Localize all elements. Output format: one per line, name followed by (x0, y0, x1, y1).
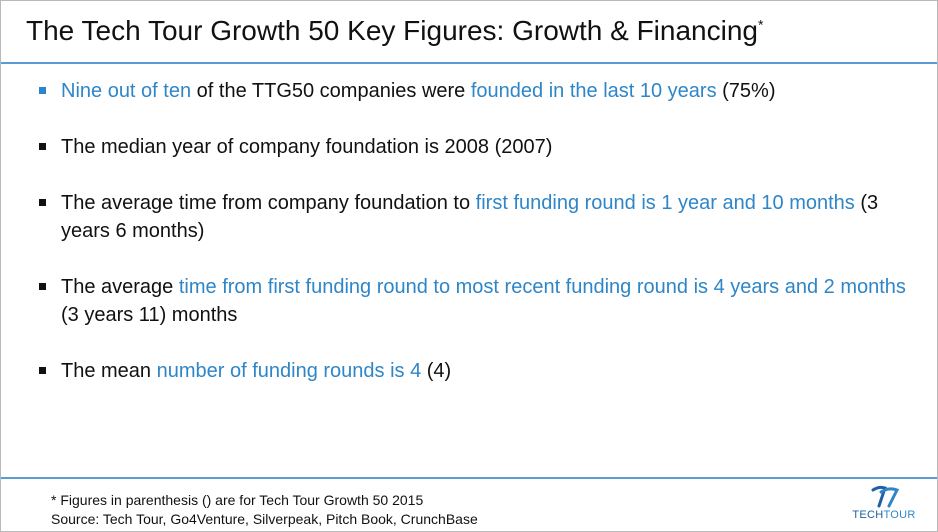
plain-text: The average (61, 276, 179, 298)
logo-word-tour: TOUR (883, 509, 916, 521)
logo-word-tech: TECH (852, 509, 884, 521)
bullet-text: The mean number of funding rounds is 4 (… (61, 357, 911, 385)
title-bar: The Tech Tour Growth 50 Key Figures: Gro… (1, 1, 937, 61)
bullet-text: The average time from first funding roun… (61, 273, 911, 329)
slide-title-text: The Tech Tour Growth 50 Key Figures: Gro… (26, 15, 758, 46)
tech-tour-logo: TECHTOUR (844, 484, 924, 524)
plain-text: The mean (61, 360, 157, 382)
bullet-marker-icon (39, 87, 46, 94)
bullet-text: The median year of company foundation is… (61, 133, 911, 161)
plain-text: (3 years 6 months) (61, 192, 879, 242)
bullet-marker-icon (39, 199, 46, 206)
title-asterisk: * (757, 16, 764, 33)
highlight-text: founded in the last 10 years (470, 80, 717, 102)
plain-text: (4) (421, 360, 452, 382)
logo-wordmark: TECHTOUR (844, 509, 924, 521)
bullet-marker-icon (39, 143, 46, 150)
plain-text: The median year of company foundation is… (61, 136, 553, 158)
title-divider (1, 62, 937, 64)
highlight-text: number of funding rounds is 4 (156, 360, 422, 382)
footer-divider (1, 477, 937, 479)
bullet-marker-icon (39, 367, 46, 374)
bullet-text: Nine out of ten of the TTG50 companies w… (61, 77, 911, 105)
bullet-text: The average time from company foundation… (61, 189, 911, 245)
plain-text: (75%) (716, 80, 776, 102)
plain-text: of the TTG50 companies were (191, 80, 471, 102)
tech-tour-tt-logo-icon (871, 485, 900, 508)
slide-title: The Tech Tour Growth 50 Key Figures: Gro… (26, 15, 763, 47)
footnote: * Figures in parenthesis () are for Tech… (51, 491, 478, 529)
highlight-text: first funding round is 1 year and 10 mon… (475, 192, 855, 214)
bullet-marker-icon (39, 283, 46, 290)
plain-text: (3 years 11) months (61, 304, 238, 326)
plain-text: The average time from company foundation… (61, 192, 476, 214)
source-line: Source: Tech Tour, Go4Venture, Silverpea… (51, 511, 478, 527)
highlight-text: Nine out of ten (61, 80, 192, 102)
highlight-text: time from first funding round to most re… (178, 276, 906, 298)
footnote-line: * Figures in parenthesis () are for Tech… (51, 492, 424, 508)
